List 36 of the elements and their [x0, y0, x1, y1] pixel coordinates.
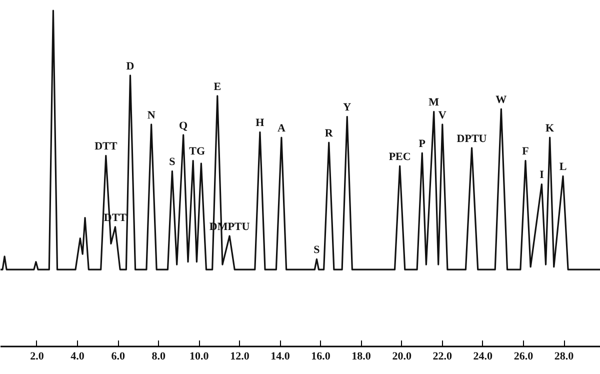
- annotation: Q: [179, 120, 188, 132]
- annotation: S: [314, 244, 320, 256]
- annotation: W: [496, 94, 507, 106]
- x-tick-label: 14.0: [270, 350, 290, 362]
- annotation: L: [559, 161, 567, 174]
- x-tick-label: 10.0: [190, 350, 210, 362]
- annotation: DTT: [94, 140, 118, 153]
- annotation: H: [256, 117, 265, 130]
- x-tick-label: 4.0: [70, 350, 85, 362]
- annotation: M: [428, 96, 440, 109]
- annotation: K: [546, 122, 555, 135]
- x-tick-label: 12.0: [230, 350, 250, 362]
- x-tick-label: 22.0: [432, 350, 453, 362]
- annotation: P: [418, 138, 426, 150]
- x-tick-label: 16.0: [311, 350, 331, 362]
- annotation: I: [540, 169, 544, 182]
- x-tick-label: 8.0: [152, 350, 166, 362]
- annotation: A: [277, 122, 286, 135]
- x-tick-label: 18.0: [352, 350, 372, 362]
- x-tick-label: 24.0: [473, 350, 494, 362]
- annotation: E: [214, 80, 222, 93]
- x-tick-label: 26.0: [514, 350, 534, 362]
- annotation: S: [169, 156, 176, 168]
- x-tick-label: 20.0: [392, 350, 412, 362]
- x-tick-label: 6.0: [111, 350, 126, 362]
- x-tick-label: 28.0: [554, 350, 574, 362]
- annotation: DPTU: [456, 132, 487, 145]
- annotation: F: [522, 146, 530, 158]
- annotation: D: [126, 60, 134, 72]
- annotation: PEC: [388, 151, 411, 164]
- annotation: V: [438, 109, 446, 122]
- annotation: N: [147, 109, 156, 122]
- annotation: Y: [343, 102, 352, 114]
- annotation: R: [324, 128, 334, 140]
- annotation: TG: [189, 146, 206, 158]
- x-tick-label: 2.0: [30, 350, 44, 362]
